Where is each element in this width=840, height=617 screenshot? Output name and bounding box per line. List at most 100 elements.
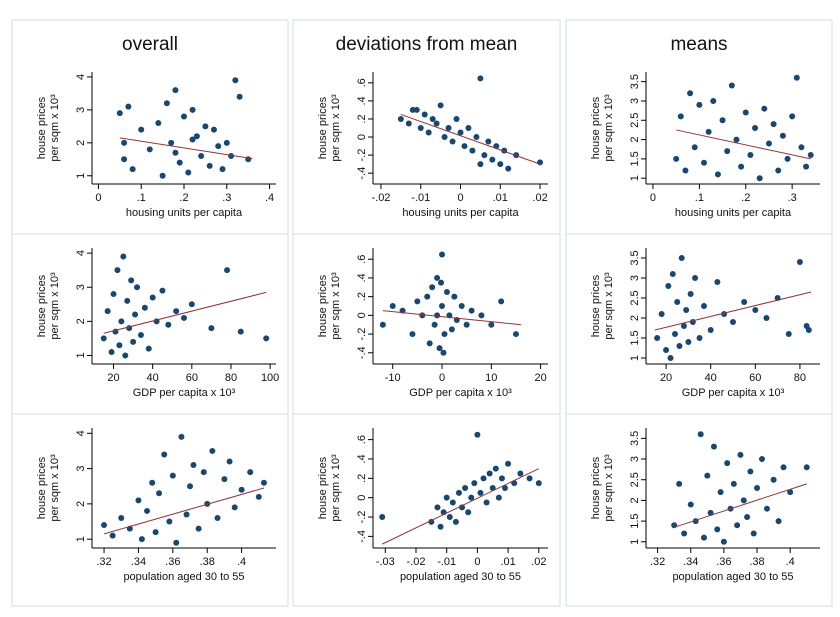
point (114, 267, 121, 274)
point (654, 335, 661, 341)
point (495, 494, 502, 501)
x-axis-label: housing units per capita (675, 207, 792, 219)
y-tick-label: 1 (629, 355, 641, 361)
point (439, 303, 446, 309)
point (465, 125, 472, 131)
point (104, 308, 111, 315)
panel: -.4 -.2 0 .2 .4 .6 -.03 -.02 -.01 0 .01 .02 populati… (317, 428, 548, 583)
point (724, 460, 731, 467)
y-tick-label: 2 (75, 140, 87, 146)
y-axis-label: per sqm x 10³ (330, 272, 342, 340)
y-tick-label: 2 (629, 315, 641, 321)
point (195, 525, 202, 532)
panel: overall 1 2 3 4 0 .1 .2 .3 .4 housing units per ca… (36, 34, 276, 219)
point (733, 136, 740, 143)
x-tick-label: -.01 (437, 556, 456, 568)
y-tick-label: 4 (75, 430, 87, 436)
point (489, 156, 496, 163)
point (379, 321, 386, 328)
point (159, 287, 166, 294)
y-tick-label: -.4 (356, 530, 368, 543)
point (740, 497, 747, 504)
x-tick-label: 20 (660, 372, 672, 384)
point (747, 152, 754, 159)
y-tick-label: .6 (356, 435, 368, 444)
point (237, 328, 244, 335)
point (138, 536, 145, 543)
point (146, 146, 153, 153)
point (185, 169, 192, 176)
x-tick-label: -.03 (376, 556, 395, 568)
point (512, 331, 519, 338)
point (214, 515, 221, 521)
y-tick-label: 1.5 (629, 151, 641, 166)
point (462, 485, 469, 491)
point (763, 505, 770, 512)
point (489, 485, 496, 491)
x-tick-label: .01 (500, 556, 515, 568)
y-axis-label: house prices (36, 456, 48, 519)
point (775, 167, 782, 174)
x-tick-label: .38 (749, 556, 764, 568)
point (438, 279, 445, 286)
point (130, 338, 137, 345)
x-tick-label: 60 (186, 372, 198, 384)
point (118, 515, 125, 521)
point (223, 139, 230, 146)
point (165, 321, 172, 328)
point (206, 162, 213, 169)
point (247, 469, 254, 476)
point (109, 532, 116, 539)
point (779, 132, 786, 139)
point (502, 485, 509, 491)
y-tick-label: 1 (75, 352, 87, 358)
point (436, 345, 443, 352)
point (439, 251, 446, 258)
point (537, 159, 544, 166)
point (110, 291, 117, 298)
point (750, 530, 757, 537)
point (676, 480, 683, 487)
x-tick-label: .36 (716, 556, 731, 568)
x-tick-label: .2 (741, 192, 750, 204)
y-tick-label: 1 (629, 175, 641, 181)
column-frame (565, 19, 833, 607)
point (463, 321, 470, 328)
point (803, 464, 810, 471)
point (448, 326, 455, 333)
point (673, 155, 680, 162)
x-axis-label: GDP per capita x 10³ (133, 387, 236, 399)
y-tick-label: .2 (356, 114, 368, 123)
y-tick-label: -.2 (356, 511, 368, 524)
y-tick-label: 3 (629, 456, 641, 462)
y-tick-label: 2 (629, 137, 641, 143)
point (232, 77, 239, 84)
point (741, 299, 748, 305)
y-tick-label: .6 (356, 255, 368, 264)
point (701, 159, 707, 166)
x-tick-label: 0 (457, 192, 463, 204)
y-tick-label: 2 (75, 318, 87, 324)
point (434, 274, 441, 281)
fit-line (400, 113, 541, 165)
point (152, 529, 159, 536)
point (161, 451, 168, 458)
point (116, 342, 123, 349)
point (425, 129, 432, 136)
point (761, 105, 768, 112)
point (734, 522, 741, 529)
fit-line (103, 291, 267, 334)
y-tick-label: 2 (75, 501, 87, 507)
point (687, 501, 694, 508)
point (697, 431, 704, 438)
point (787, 489, 794, 496)
point (173, 308, 180, 315)
point (705, 128, 712, 135)
panel: means 1 1.5 2 2.5 3 3.5 0 .1 .2 .3 housing units pe… (590, 34, 820, 219)
point (445, 125, 452, 131)
point (752, 307, 759, 313)
y-axis-label: house prices (36, 274, 48, 337)
point (379, 514, 386, 521)
fit-line (674, 483, 807, 528)
